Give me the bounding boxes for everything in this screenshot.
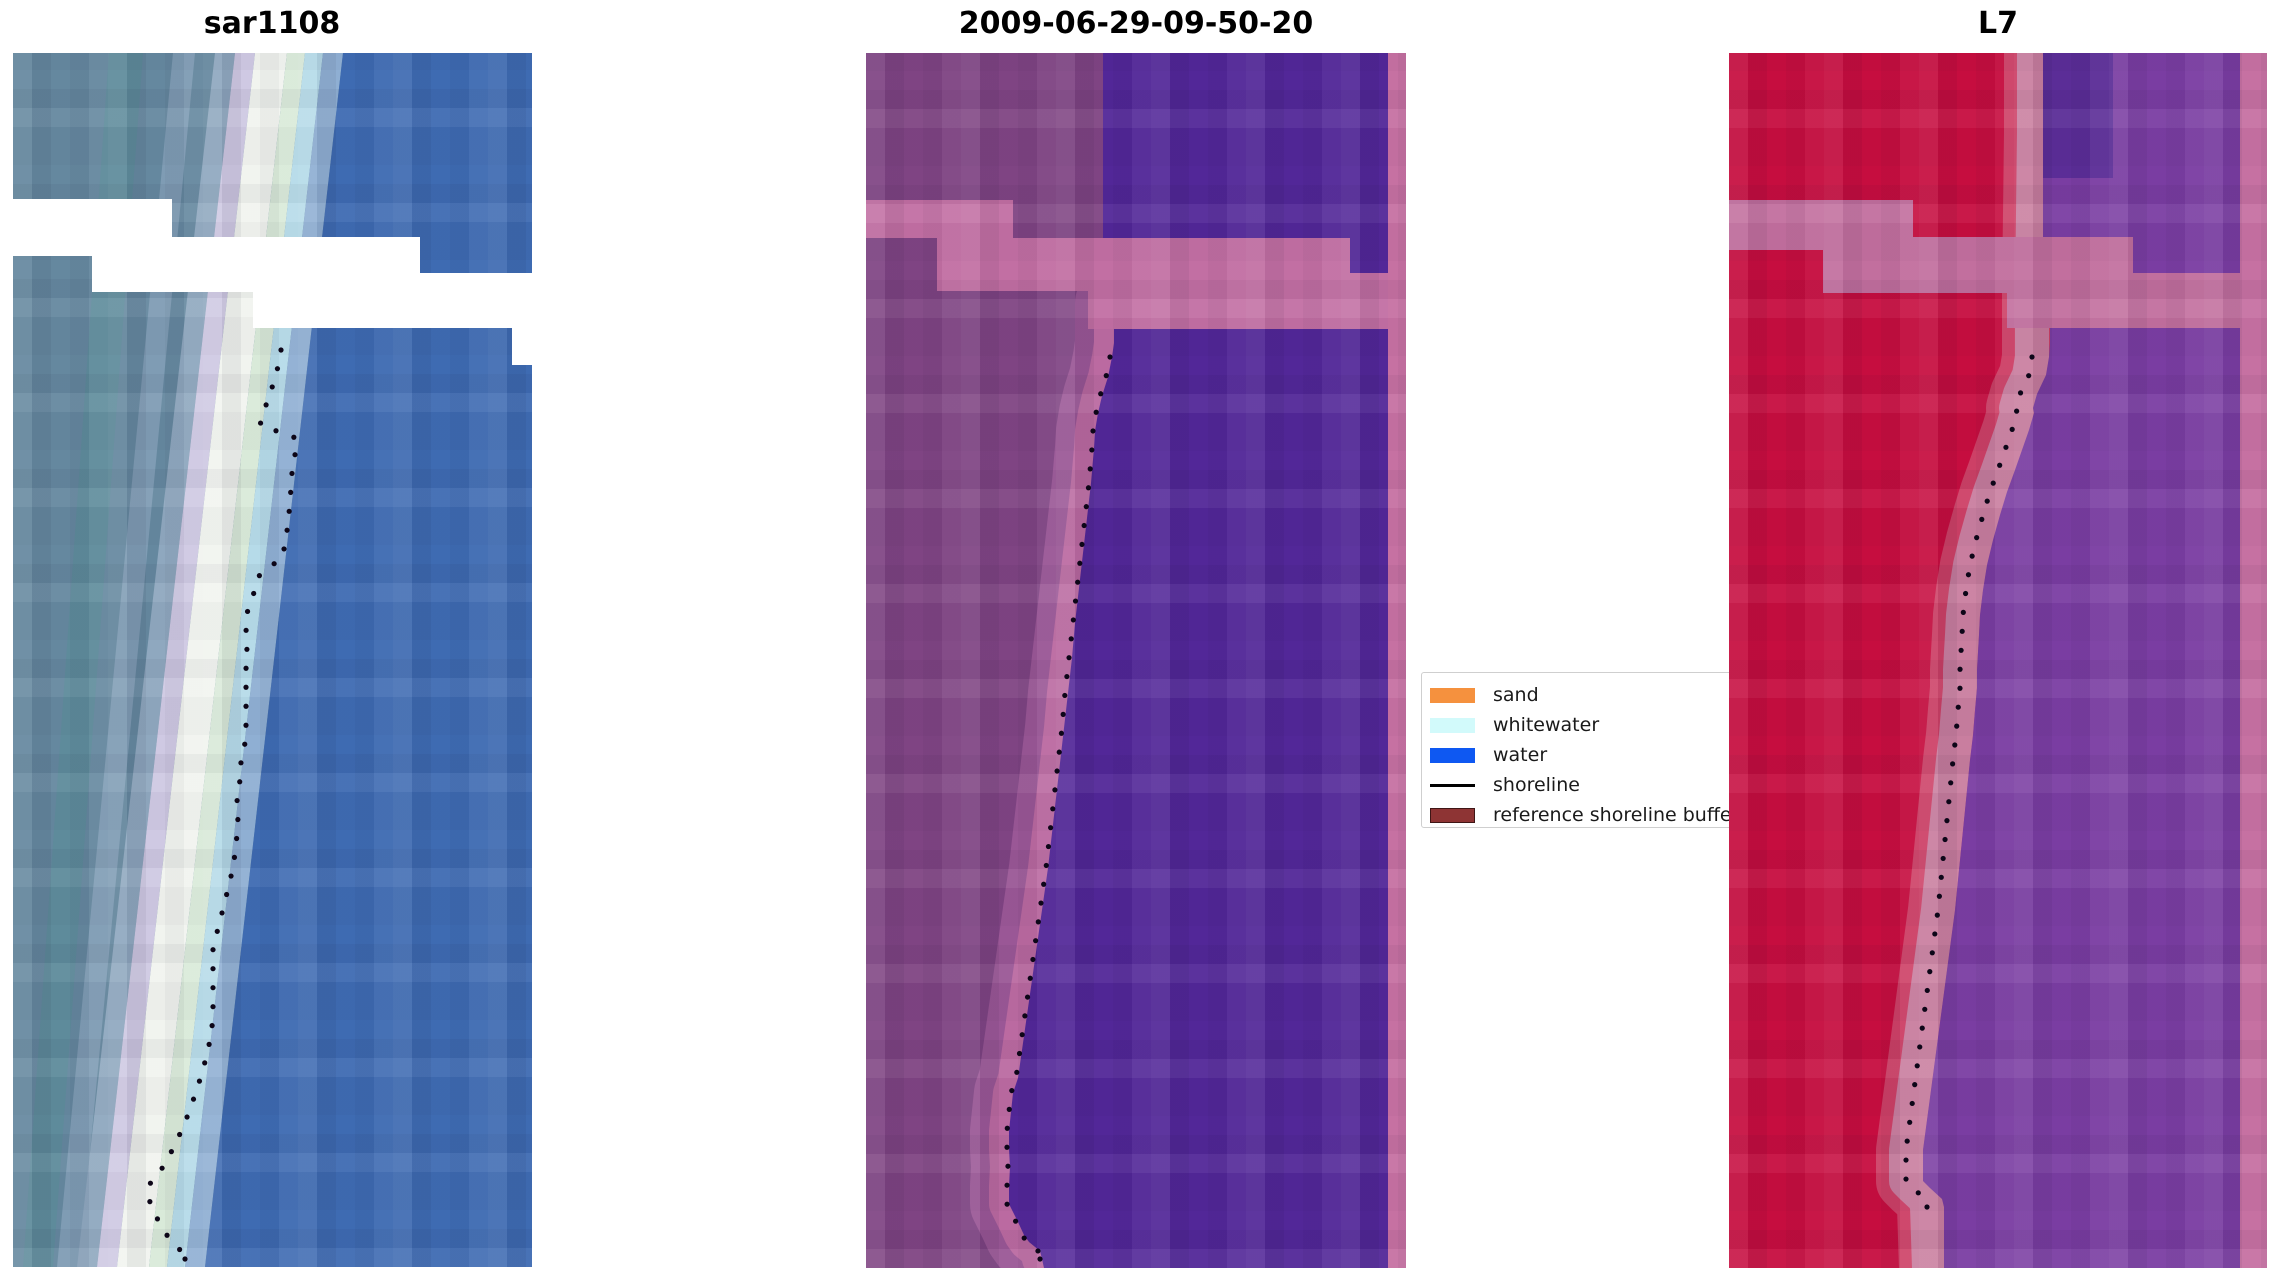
legend: sand whitewater water shoreline reference sh…: [1421, 672, 1755, 828]
shoreline-dots: [147, 347, 298, 1262]
legend-item-label: water: [1493, 744, 1548, 766]
panel-l7: [1729, 53, 2267, 1268]
legend-color-swatch: [1430, 687, 1475, 703]
panel-classified: [866, 53, 1406, 1268]
legend-item-label: shoreline: [1493, 774, 1580, 796]
panel-sar1108: [13, 53, 532, 1267]
legend-line-swatch: [1430, 783, 1475, 787]
legend-item: whitewater: [1430, 710, 1746, 740]
legend-item: shoreline: [1430, 770, 1746, 800]
legend-color-swatch: [1430, 717, 1475, 733]
panel-classified-annotations: [1004, 354, 1113, 1262]
shoreline-dots: [1903, 354, 2035, 1210]
legend-item-label: whitewater: [1493, 714, 1600, 736]
legend-item: reference shoreline buffer: [1430, 800, 1746, 830]
legend-item: sand: [1430, 680, 1746, 710]
panel-title-l7: L7: [1978, 6, 2018, 41]
legend-item-label: reference shoreline buffer: [1493, 804, 1740, 826]
panel-title-classified-date: 2009-06-29-09-50-20: [958, 6, 1314, 41]
panel-L7-annotations: [1903, 354, 2035, 1210]
legend-color-swatch: [1430, 807, 1475, 823]
panel-L7-image: [1729, 53, 2267, 1268]
legend-items: sand whitewater water shoreline reference sh…: [1430, 680, 1746, 830]
legend-item-label: sand: [1493, 684, 1539, 706]
shoreline-dots: [1004, 354, 1113, 1262]
legend-color-swatch: [1430, 747, 1475, 763]
no-data-mask: [13, 199, 532, 365]
panel-title-sar1108: sar1108: [203, 6, 341, 41]
legend-item: water: [1430, 740, 1746, 770]
panel-sar1108-annotations: [13, 199, 532, 1262]
panel-classified-image: [866, 53, 1406, 1268]
